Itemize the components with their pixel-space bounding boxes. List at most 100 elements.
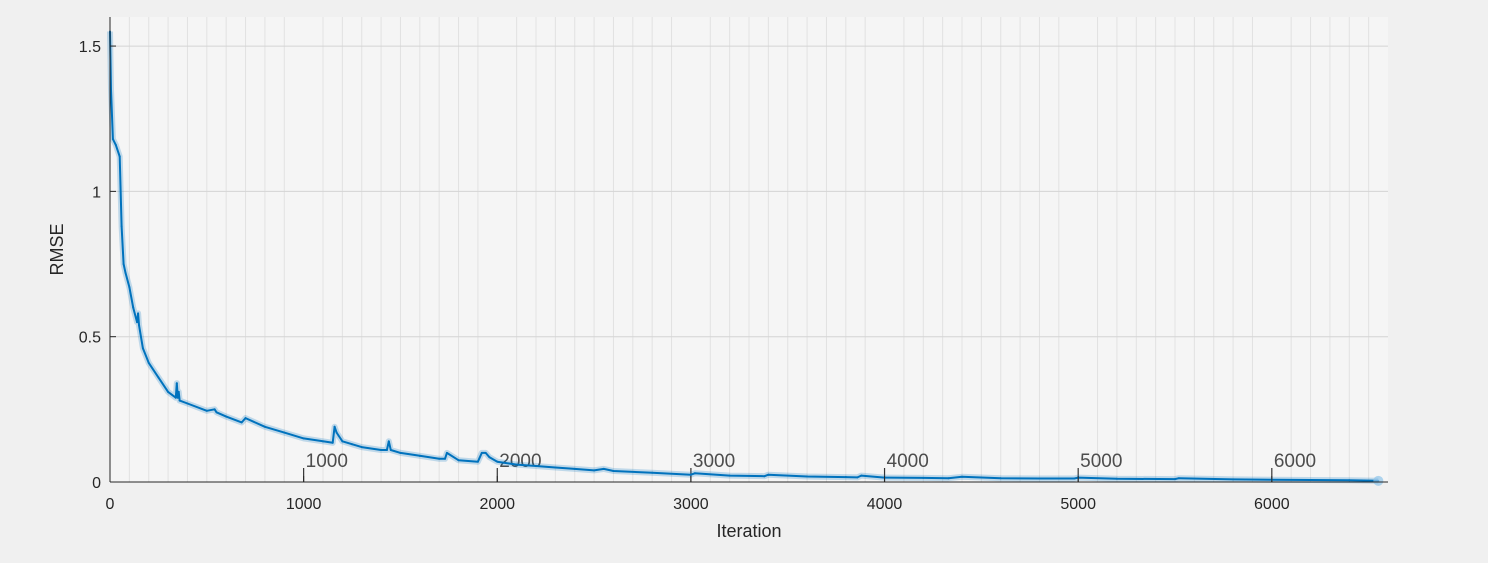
series-point xyxy=(496,460,499,463)
series-point xyxy=(961,475,963,478)
x-tick-label: 2000 xyxy=(479,496,515,513)
epoch-marker-label: 5000 xyxy=(1080,451,1122,472)
series-point xyxy=(612,469,615,472)
series-point xyxy=(418,454,421,457)
series-point xyxy=(480,451,483,454)
series-point xyxy=(1073,477,1076,480)
x-tick-label: 6000 xyxy=(1254,496,1290,513)
series-point xyxy=(186,402,189,405)
series-line xyxy=(109,31,1379,482)
y-tick-label: 1 xyxy=(92,184,101,201)
series-point xyxy=(132,306,135,309)
series-point xyxy=(806,475,809,478)
series-point xyxy=(1348,479,1351,482)
series-point xyxy=(445,451,448,454)
tick-labels: 0 1000 2000 3000 4000 5000 6000 0 0.5 1 1.5 xyxy=(79,39,1290,513)
series-point xyxy=(322,440,324,443)
series-point xyxy=(138,324,141,327)
series-point xyxy=(205,409,208,412)
series-point xyxy=(213,408,216,411)
series-point xyxy=(488,456,491,459)
series-point xyxy=(1038,477,1041,480)
x-tick-label: 0 xyxy=(106,496,115,513)
series-point xyxy=(476,460,479,463)
series-point xyxy=(167,390,170,393)
series-point xyxy=(1177,477,1180,480)
series-point xyxy=(283,431,286,434)
series-point xyxy=(157,376,160,379)
epoch-marker-label: 3000 xyxy=(693,451,735,472)
series-point xyxy=(111,138,114,141)
series-point xyxy=(438,457,441,460)
series-point xyxy=(947,477,950,480)
series-point xyxy=(515,463,518,466)
series-point xyxy=(767,473,770,476)
series-point xyxy=(175,382,178,385)
series-point xyxy=(573,467,576,470)
series-point xyxy=(922,476,925,479)
series-point xyxy=(177,390,180,393)
series-point xyxy=(225,415,228,418)
series-point xyxy=(689,473,692,476)
series-point xyxy=(114,143,117,146)
epoch-marker-label: 6000 xyxy=(1274,451,1316,472)
series-point xyxy=(385,449,388,452)
series-point xyxy=(136,321,139,324)
series-point xyxy=(763,475,766,478)
series-point xyxy=(176,396,179,399)
series-point xyxy=(1174,478,1176,481)
y-tick-label: 0 xyxy=(92,475,101,492)
series-point xyxy=(860,474,863,477)
series-point xyxy=(178,399,181,402)
epoch-marker-label: 4000 xyxy=(887,451,929,472)
y-tick-label: 1.5 xyxy=(79,39,101,56)
series-point xyxy=(120,225,123,228)
x-axis-title: Iteration xyxy=(716,521,781,541)
series-point xyxy=(387,440,390,443)
x-tick-label: 1000 xyxy=(286,496,322,513)
series-point xyxy=(844,476,847,479)
y-tick-label: 0.5 xyxy=(79,330,101,347)
series-point xyxy=(351,443,354,446)
x-tick-label: 5000 xyxy=(1060,496,1096,513)
series-point xyxy=(651,471,654,474)
series-point xyxy=(244,417,247,420)
epoch-markers: 1000 2000 3000 4000 5000 6000 xyxy=(303,451,1316,482)
series-point xyxy=(389,449,392,452)
series-point xyxy=(1309,478,1312,481)
series-point xyxy=(263,425,266,428)
y-axis-title: RMSE xyxy=(47,223,67,275)
x-tick-label: 3000 xyxy=(673,496,709,513)
minor-grid xyxy=(128,17,1370,482)
x-tick-label: 4000 xyxy=(867,496,903,513)
series-point xyxy=(360,446,363,449)
series-point xyxy=(1115,477,1118,480)
epoch-marker-label: 1000 xyxy=(306,451,348,472)
series-layer xyxy=(107,30,1384,486)
series-point xyxy=(856,476,859,479)
series-point xyxy=(128,286,131,289)
series-point xyxy=(728,474,731,477)
series-point xyxy=(602,467,605,470)
series-point xyxy=(147,361,150,364)
series-point xyxy=(333,425,336,428)
series-point xyxy=(124,271,127,274)
series-point xyxy=(399,451,402,454)
series-point xyxy=(302,437,305,440)
series-point xyxy=(118,155,121,158)
series-point xyxy=(174,396,177,399)
series-point xyxy=(215,411,218,414)
major-grid xyxy=(110,45,1388,338)
series-point xyxy=(1232,478,1235,481)
series-point xyxy=(331,441,334,444)
series-point xyxy=(554,466,557,469)
series-point xyxy=(535,465,537,468)
series-point xyxy=(380,449,383,452)
series-point xyxy=(443,457,446,460)
series-point xyxy=(341,440,344,443)
series-point xyxy=(484,451,487,454)
axes xyxy=(109,17,1388,483)
series-point xyxy=(141,347,144,350)
series-point xyxy=(122,263,125,266)
